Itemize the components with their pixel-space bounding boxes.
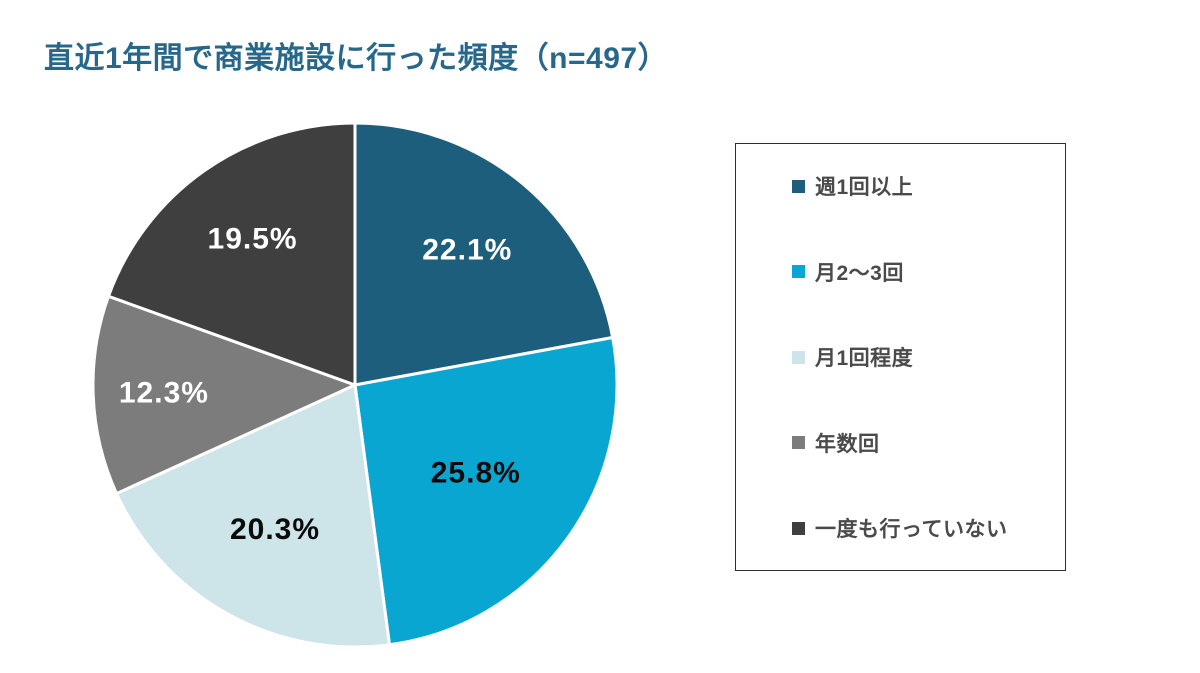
pie-slice-0 (353, 121, 615, 387)
legend-item: 月1回程度 (792, 343, 1055, 371)
pie-slice-label: 12.3% (119, 376, 209, 409)
legend-swatch-icon (792, 350, 805, 364)
pie-slice-3 (91, 294, 357, 496)
legend-label: 一度も行っていない (815, 518, 1008, 541)
legend-swatch-icon (792, 179, 805, 193)
pie-slice-label: 20.3% (230, 513, 320, 546)
pie-slice-4 (106, 121, 357, 387)
pie-slice-label: 25.8% (431, 456, 521, 489)
pie-slice-2 (115, 383, 391, 649)
legend-item: 週1回以上 (792, 172, 1055, 200)
pie-slice-label: 19.5% (208, 223, 298, 256)
legend-swatch-icon (792, 521, 805, 535)
legend-label: 月1回程度 (815, 347, 914, 370)
legend-box: 週1回以上 月2〜3回 月1回程度 年数回 一度も行っていない (735, 143, 1066, 571)
legend-item: 月2〜3回 (792, 258, 1055, 286)
legend-swatch-icon (792, 436, 805, 449)
legend-swatch-icon (792, 265, 805, 278)
pie-slice-1 (353, 336, 619, 647)
legend-label: 週1回以上 (815, 176, 914, 199)
legend-label: 月2〜3回 (815, 261, 904, 285)
legend-item: 一度も行っていない (792, 514, 1055, 542)
legend-label: 年数回 (815, 432, 880, 456)
legend-item: 年数回 (792, 429, 1055, 457)
pie-slice-label: 22.1% (422, 234, 512, 267)
chart-title: 直近1年間で商業施設に行った頻度（n=497） (44, 42, 669, 75)
